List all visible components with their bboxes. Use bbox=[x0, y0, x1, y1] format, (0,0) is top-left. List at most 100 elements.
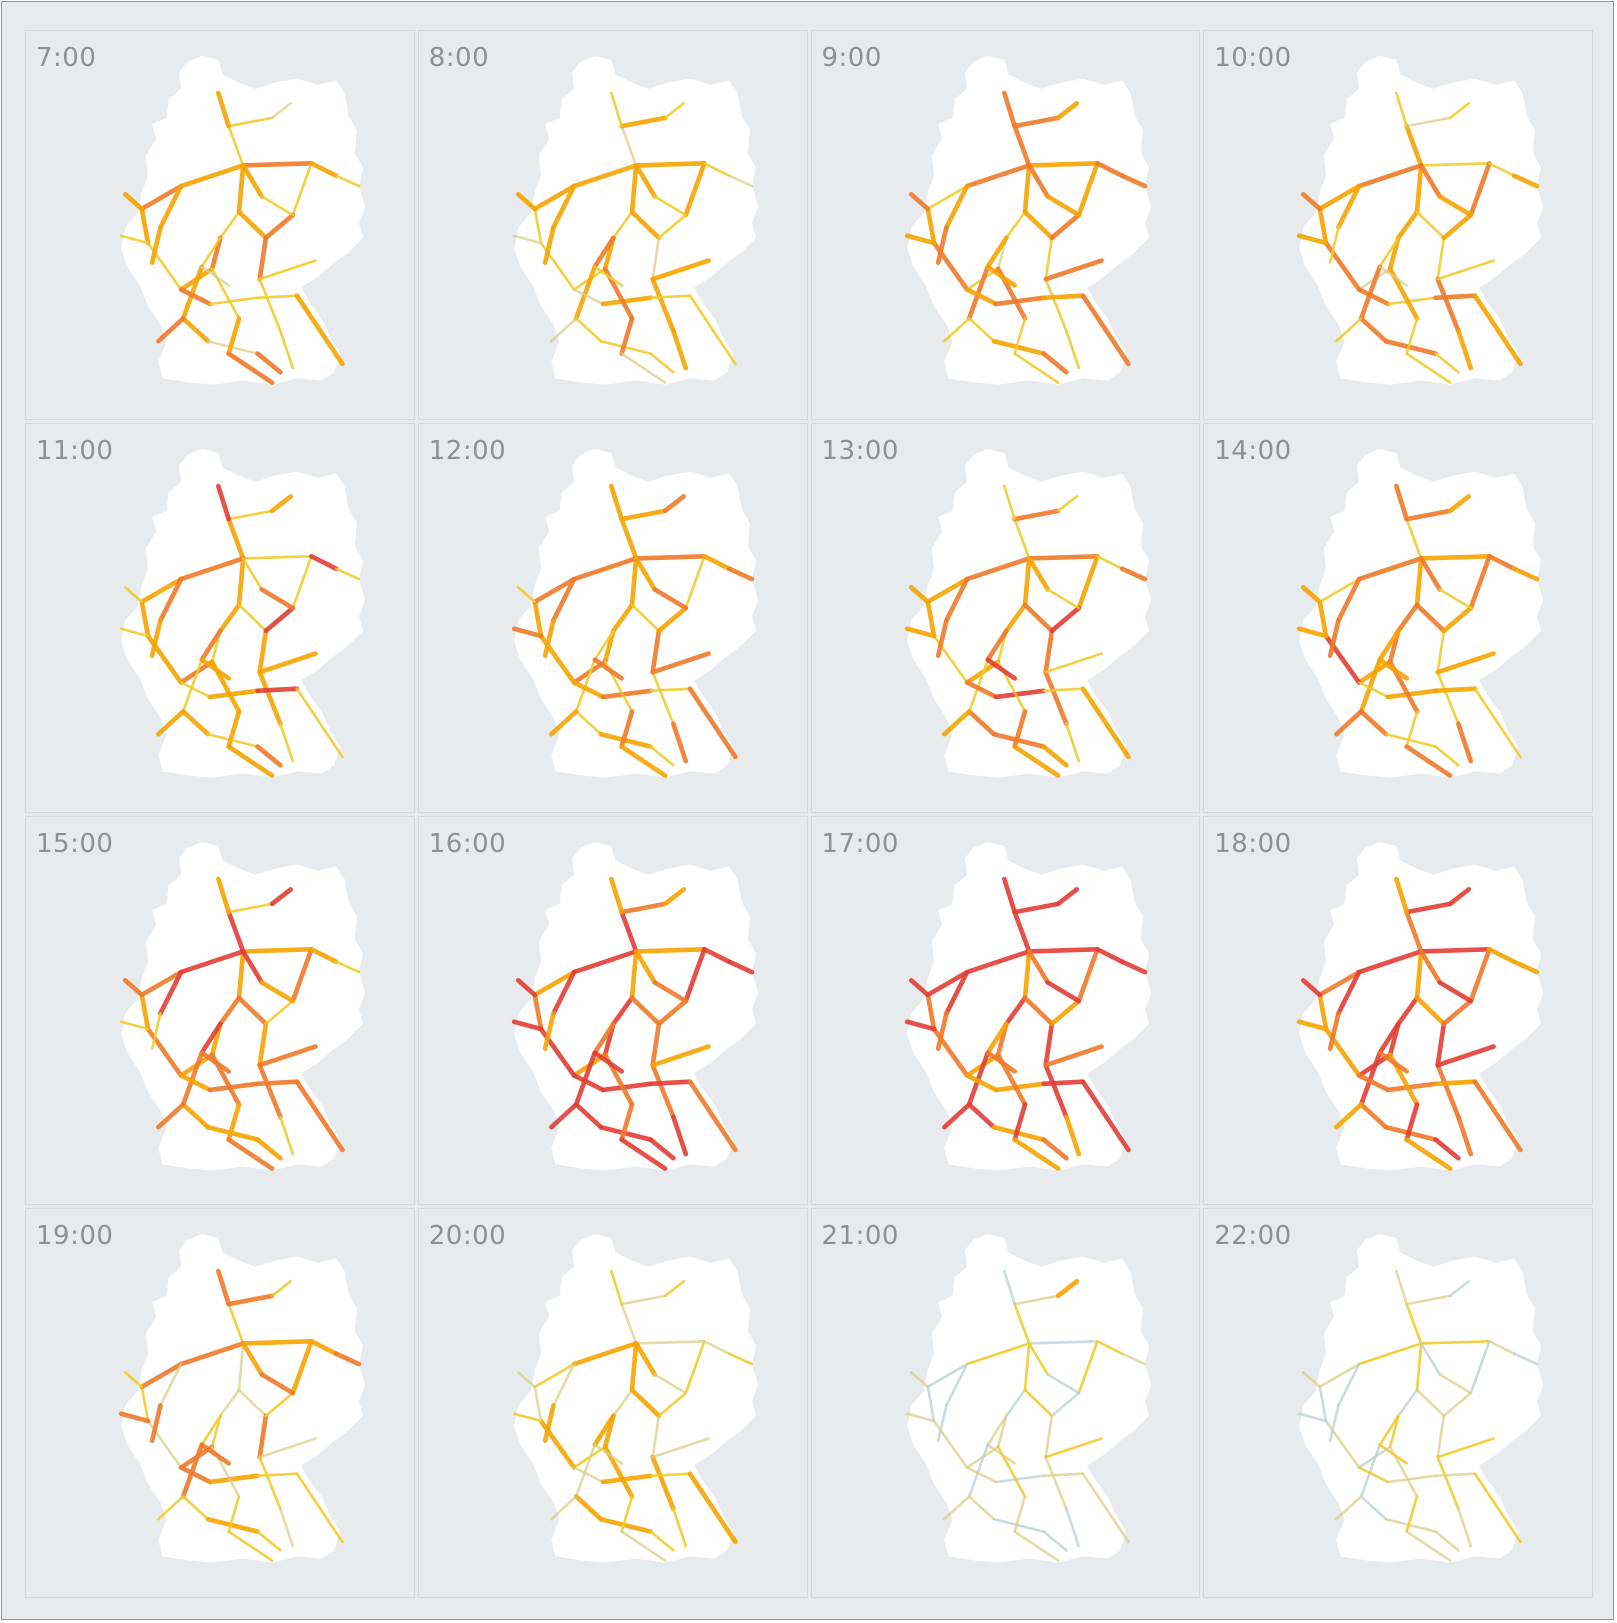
rail-segment bbox=[1023, 1342, 1030, 1392]
rail-segment bbox=[633, 948, 657, 985]
map-panel: 22:00 bbox=[1203, 1208, 1593, 1598]
rail-segment bbox=[1405, 116, 1452, 128]
rail-segment bbox=[1064, 329, 1080, 370]
rail-segment bbox=[226, 1293, 275, 1307]
rail-segment bbox=[1442, 1392, 1473, 1418]
germany-outline bbox=[121, 1234, 366, 1563]
rail-segment bbox=[1359, 316, 1389, 344]
map-panel: 20:00 bbox=[417, 1208, 808, 1598]
rail-segment bbox=[199, 657, 231, 681]
rail-segment bbox=[178, 163, 246, 189]
rail-segment bbox=[241, 554, 313, 560]
rail-segment bbox=[1419, 948, 1443, 985]
rail-segment bbox=[571, 948, 639, 974]
rail-segment bbox=[619, 1136, 668, 1171]
rail-segment bbox=[608, 876, 624, 914]
rail-segment bbox=[687, 1471, 738, 1545]
rail-segment bbox=[1026, 555, 1050, 592]
rail-segment bbox=[1023, 1388, 1053, 1418]
rail-segment bbox=[727, 174, 753, 188]
rail-segment bbox=[533, 1385, 543, 1423]
rail-segment bbox=[649, 1472, 691, 1478]
rail-segment bbox=[1040, 744, 1069, 768]
rail-segment bbox=[984, 657, 1017, 681]
rail-segment bbox=[156, 316, 186, 344]
rail-segment bbox=[1448, 886, 1472, 906]
map-panel: 9:00 bbox=[810, 30, 1201, 420]
rail-segment bbox=[1119, 566, 1147, 582]
rail-segment bbox=[1433, 1078, 1478, 1086]
rail-segment bbox=[179, 680, 212, 699]
rail-segment bbox=[966, 708, 996, 737]
germany-outline bbox=[1299, 841, 1544, 1171]
rail-segment bbox=[1512, 173, 1540, 189]
rail-segment bbox=[650, 258, 711, 282]
rail-segment bbox=[1433, 293, 1478, 301]
rail-segment bbox=[1512, 958, 1540, 974]
rail-segment bbox=[149, 1403, 163, 1444]
rail-segment bbox=[1002, 484, 1016, 521]
rail-segment bbox=[215, 483, 231, 522]
rail-segment bbox=[1359, 708, 1389, 737]
rail-segment bbox=[1011, 708, 1027, 749]
rail-segment bbox=[573, 1101, 604, 1130]
rail-segment bbox=[967, 1443, 989, 1498]
rail-segment bbox=[935, 225, 949, 265]
rail-segment bbox=[259, 979, 296, 1003]
rail-segment bbox=[1318, 577, 1361, 603]
rail-segment bbox=[600, 1080, 653, 1092]
rail-segment bbox=[1043, 277, 1068, 333]
rail-segment bbox=[629, 209, 661, 241]
rail-segment bbox=[943, 183, 969, 230]
rail-segment bbox=[178, 1072, 213, 1092]
rail-segment bbox=[533, 207, 543, 245]
rail-segment bbox=[620, 352, 667, 384]
rail-segment bbox=[650, 1455, 676, 1512]
rail-segment bbox=[1043, 652, 1103, 674]
rail-segment bbox=[924, 206, 936, 246]
germany-outline bbox=[513, 448, 758, 778]
rail-segment bbox=[965, 1342, 1030, 1366]
rail-segment bbox=[684, 554, 706, 610]
map-panel: 8:00 bbox=[417, 30, 808, 420]
rail-segment bbox=[985, 1443, 1016, 1465]
rail-segment bbox=[236, 995, 269, 1026]
rail-segment bbox=[309, 946, 339, 964]
rail-segment bbox=[1050, 1392, 1080, 1418]
rail-segment bbox=[571, 555, 639, 582]
rail-segment bbox=[255, 1078, 300, 1086]
rail-segment bbox=[620, 1294, 667, 1306]
rail-segment bbox=[1055, 886, 1079, 906]
rail-load-map bbox=[904, 448, 1151, 778]
rail-segment bbox=[1414, 995, 1447, 1026]
rail-segment bbox=[334, 174, 361, 188]
rail-segment bbox=[1377, 657, 1410, 681]
rail-segment bbox=[1405, 352, 1452, 384]
rail-segment bbox=[240, 161, 314, 168]
rail-segment bbox=[1359, 657, 1383, 714]
rail-segment bbox=[1488, 162, 1516, 178]
rail-segment bbox=[290, 1339, 314, 1396]
rail-segment bbox=[1049, 212, 1081, 241]
rail-segment bbox=[1434, 1530, 1460, 1552]
rail-segment bbox=[1041, 1472, 1084, 1478]
rail-segment bbox=[629, 163, 639, 215]
rail-segment bbox=[1055, 1279, 1079, 1299]
rail-segment bbox=[1448, 493, 1472, 513]
rail-segment bbox=[257, 669, 283, 726]
rail-segment bbox=[1298, 1412, 1328, 1423]
rail-segment bbox=[993, 1080, 1046, 1092]
rail-segment bbox=[620, 1495, 634, 1534]
rail-segment bbox=[226, 351, 275, 385]
rail-segment bbox=[269, 493, 294, 513]
rail-segment bbox=[1396, 602, 1420, 633]
rail-segment bbox=[1022, 948, 1031, 1000]
rail-segment bbox=[964, 948, 1031, 974]
rail-segment bbox=[1080, 686, 1131, 760]
rail-segment bbox=[1437, 979, 1474, 1003]
rail-segment bbox=[1441, 605, 1474, 633]
rail-segment bbox=[649, 687, 691, 692]
rail-segment bbox=[650, 276, 676, 334]
rail-segment bbox=[1387, 296, 1438, 306]
rail-segment bbox=[662, 493, 686, 513]
